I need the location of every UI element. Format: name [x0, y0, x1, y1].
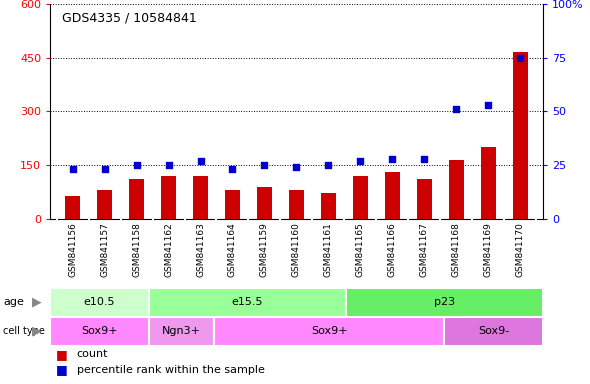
Text: percentile rank within the sample: percentile rank within the sample — [77, 365, 264, 375]
Text: GSM841165: GSM841165 — [356, 222, 365, 277]
Text: Ngn3+: Ngn3+ — [162, 326, 201, 336]
Text: GDS4335 / 10584841: GDS4335 / 10584841 — [62, 12, 196, 25]
Text: GSM841163: GSM841163 — [196, 222, 205, 277]
Text: GSM841167: GSM841167 — [420, 222, 429, 277]
Bar — [513, 52, 527, 219]
Text: p23: p23 — [434, 297, 455, 308]
Text: age: age — [3, 297, 24, 308]
Text: GSM841168: GSM841168 — [452, 222, 461, 277]
Bar — [129, 179, 144, 219]
Bar — [385, 172, 399, 219]
Point — [516, 55, 525, 61]
Point — [324, 162, 333, 168]
Bar — [161, 176, 176, 219]
Point — [196, 158, 205, 164]
Point — [419, 156, 429, 162]
Bar — [149, 317, 214, 346]
Text: Sox9+: Sox9+ — [81, 326, 118, 336]
Point — [260, 162, 269, 168]
Point — [452, 106, 461, 112]
Text: Sox9-: Sox9- — [478, 326, 509, 336]
Text: GSM841164: GSM841164 — [228, 222, 237, 277]
Bar — [449, 160, 464, 219]
Text: e10.5: e10.5 — [84, 297, 115, 308]
Bar — [257, 187, 271, 219]
Bar — [417, 179, 432, 219]
Text: ▶: ▶ — [32, 325, 42, 338]
Bar — [214, 317, 444, 346]
Text: GSM841159: GSM841159 — [260, 222, 269, 277]
Text: GSM841162: GSM841162 — [164, 222, 173, 277]
Point — [132, 162, 141, 168]
Bar — [65, 195, 80, 219]
Bar — [353, 176, 368, 219]
Text: GSM841161: GSM841161 — [324, 222, 333, 277]
Bar — [97, 190, 112, 219]
Text: Sox9+: Sox9+ — [311, 326, 348, 336]
Text: count: count — [77, 349, 108, 359]
Bar — [50, 288, 149, 317]
Bar — [444, 317, 543, 346]
Point — [484, 102, 493, 108]
Bar — [481, 147, 496, 219]
Text: GSM841166: GSM841166 — [388, 222, 397, 277]
Point — [292, 164, 301, 170]
Point — [388, 156, 397, 162]
Bar — [322, 193, 336, 219]
Point — [100, 166, 109, 172]
Bar — [346, 288, 543, 317]
Bar — [50, 317, 149, 346]
Text: ▶: ▶ — [32, 296, 42, 309]
Point — [164, 162, 173, 168]
Text: ■: ■ — [56, 348, 68, 361]
Text: e15.5: e15.5 — [231, 297, 263, 308]
Text: GSM841156: GSM841156 — [68, 222, 77, 277]
Bar — [225, 190, 240, 219]
Text: GSM841158: GSM841158 — [132, 222, 141, 277]
Text: GSM841160: GSM841160 — [292, 222, 301, 277]
Text: GSM841157: GSM841157 — [100, 222, 109, 277]
Point — [356, 158, 365, 164]
Text: cell type: cell type — [3, 326, 45, 336]
Point — [228, 166, 237, 172]
Text: GSM841170: GSM841170 — [516, 222, 525, 277]
Bar — [194, 176, 208, 219]
Bar — [289, 190, 304, 219]
Text: GSM841169: GSM841169 — [484, 222, 493, 277]
Point — [68, 166, 77, 172]
Bar — [149, 288, 346, 317]
Text: ■: ■ — [56, 363, 68, 376]
